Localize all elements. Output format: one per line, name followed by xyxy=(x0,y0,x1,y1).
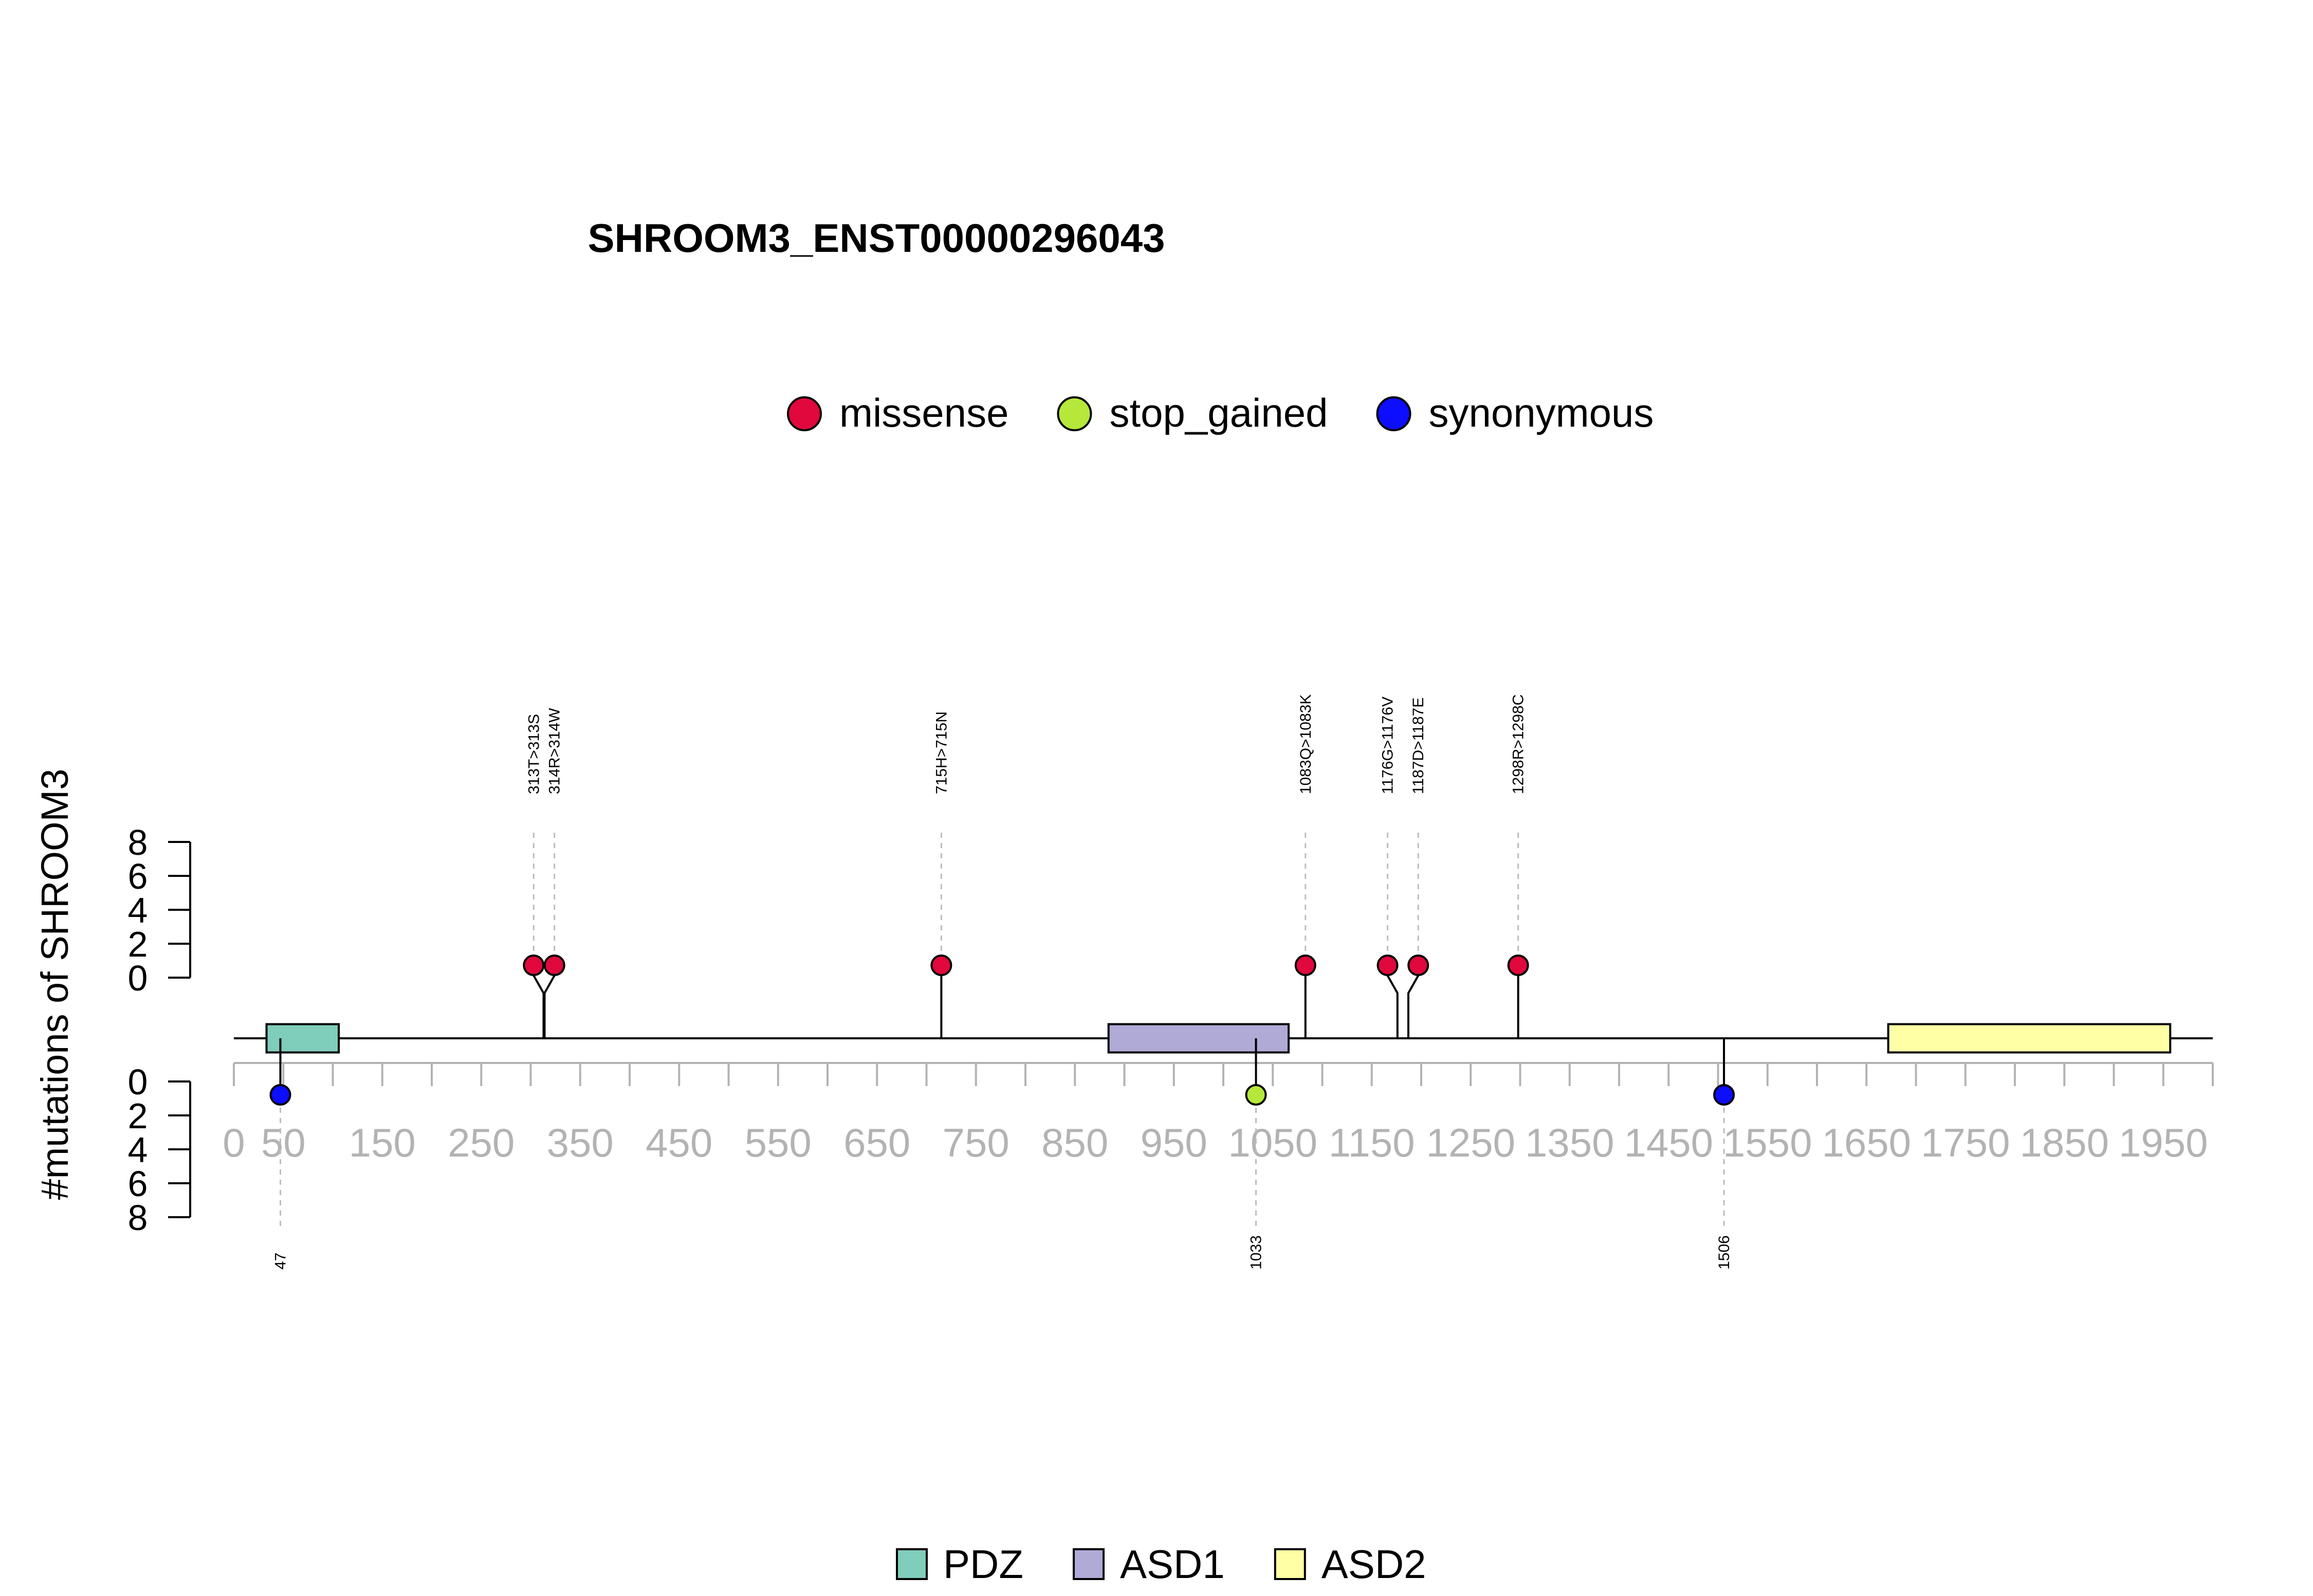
lollipop-head xyxy=(1507,955,1529,976)
legend-ASD1-swatch xyxy=(1073,1548,1105,1580)
legend-synonymous-label: synonymous xyxy=(1429,390,1654,435)
mutation-label: 1298R>1298C xyxy=(1510,694,1527,794)
y-axis-label: #mutations of SHROOM3 xyxy=(33,769,76,1200)
variant-legend: missense stop_gained synonymous xyxy=(787,390,1654,435)
x-axis-tick-label: 0 xyxy=(223,1120,245,1165)
x-axis-tick-label: 550 xyxy=(745,1120,812,1165)
mutation-label: 47 xyxy=(272,1253,289,1270)
lollipop-head xyxy=(1376,955,1399,976)
x-axis-tick-label: 950 xyxy=(1141,1120,1207,1165)
lollipop-stem xyxy=(1386,965,1399,1038)
legend-ASD2-swatch xyxy=(1274,1548,1306,1580)
upper-lollipops: 313T>313S 314R>314W 715H>715N 1083Q>1083K 11… xyxy=(523,694,1529,1038)
legend-stop_gained-label: stop_gained xyxy=(1109,390,1328,435)
lollipop-head xyxy=(1294,955,1316,976)
lollipop-head xyxy=(543,955,565,976)
lollipop-head xyxy=(1713,1084,1735,1106)
x-axis-tick-label: 850 xyxy=(1041,1120,1108,1165)
x-axis-tick-label: 1750 xyxy=(1921,1120,2010,1165)
upper-axis-tick-label: 8 xyxy=(128,822,148,863)
x-axis-tick-label: 50 xyxy=(261,1120,306,1165)
x-axis-tick-label: 750 xyxy=(943,1120,1009,1165)
legend-PDZ-swatch xyxy=(896,1548,928,1580)
lower-axis-tick-label: 0 xyxy=(128,1062,148,1102)
x-axis: 0 50 150 250 350 450 550 650 750 850 950 1050 1150 12… xyxy=(223,1062,2214,1165)
lollipop-head xyxy=(523,955,545,976)
x-axis-tick-label: 350 xyxy=(547,1120,614,1165)
lollipop-stem xyxy=(533,965,545,1038)
lollipop-stem xyxy=(1407,965,1420,1038)
x-axis-tick-label: 1350 xyxy=(1525,1120,1614,1165)
x-axis-tick-label: 1150 xyxy=(1329,1120,1415,1165)
lower-lollipops: 47 1033 1506 xyxy=(269,1038,1735,1270)
lower-axis-tick-label: 8 xyxy=(128,1198,148,1238)
mutation-label: 313T>313S xyxy=(525,714,542,794)
upper-axis-tick-label: 2 xyxy=(128,924,148,964)
lollipop-stem xyxy=(543,965,556,1038)
x-axis-tick-label: 1550 xyxy=(1723,1120,1812,1165)
x-axis-tick-label: 150 xyxy=(349,1120,416,1165)
x-axis-tick-label: 1850 xyxy=(2020,1120,2109,1165)
legend-missense-marker xyxy=(787,396,822,431)
mutation-label: 1083Q>1083K xyxy=(1297,694,1314,794)
protein-domains xyxy=(265,1023,2172,1054)
legend-missense-label: missense xyxy=(839,390,1008,435)
chart-title: SHROOM3_ENST00000296043 xyxy=(588,215,1165,261)
legend-stop_gained-marker xyxy=(1057,396,1092,431)
lower-axis-tick-label: 4 xyxy=(128,1130,148,1170)
x-axis-tick-label: 1650 xyxy=(1822,1120,1911,1165)
domain-PDZ xyxy=(265,1023,340,1054)
upper-axis-tick-label: 4 xyxy=(128,890,148,930)
x-axis-tick-label: 1050 xyxy=(1228,1120,1317,1165)
x-axis-tick-label: 450 xyxy=(646,1120,712,1165)
x-axis-tick-label: 1950 xyxy=(2119,1120,2208,1165)
domain-legend: PDZ ASD1 ASD2 xyxy=(896,1542,1426,1587)
lollipop-head xyxy=(930,955,952,976)
mutation-label: 1033 xyxy=(1248,1235,1265,1270)
legend-PDZ-label: PDZ xyxy=(943,1542,1023,1587)
lollipop-head xyxy=(269,1084,291,1106)
mutation-label: 715H>715N xyxy=(933,711,950,794)
lower-axis-tick-label: 6 xyxy=(128,1164,148,1204)
domain-ASD1 xyxy=(1107,1023,1290,1054)
upper-axis-tick-label: 0 xyxy=(128,958,148,998)
lollipop-head xyxy=(1407,955,1429,976)
lower-axis-tick-label: 2 xyxy=(128,1096,148,1136)
mutation-label: 1187D>1187E xyxy=(1410,698,1427,794)
mutation-label: 1506 xyxy=(1716,1235,1733,1270)
domain-ASD2 xyxy=(1887,1023,2172,1054)
x-axis-tick-label: 1450 xyxy=(1624,1120,1713,1165)
x-axis-tick-label: 1250 xyxy=(1426,1120,1515,1165)
mutation-label: 1176G>1176V xyxy=(1380,696,1397,794)
x-axis-tick-label: 650 xyxy=(843,1120,910,1165)
legend-ASD1-label: ASD1 xyxy=(1120,1542,1225,1587)
upper-axis-tick-label: 6 xyxy=(128,856,148,896)
mutation-label: 314R>314W xyxy=(546,708,563,794)
x-axis-tick-label: 250 xyxy=(448,1120,515,1165)
legend-synonymous-marker xyxy=(1376,396,1411,431)
lollipop-head xyxy=(1245,1084,1267,1106)
legend-ASD2-label: ASD2 xyxy=(1321,1542,1426,1587)
